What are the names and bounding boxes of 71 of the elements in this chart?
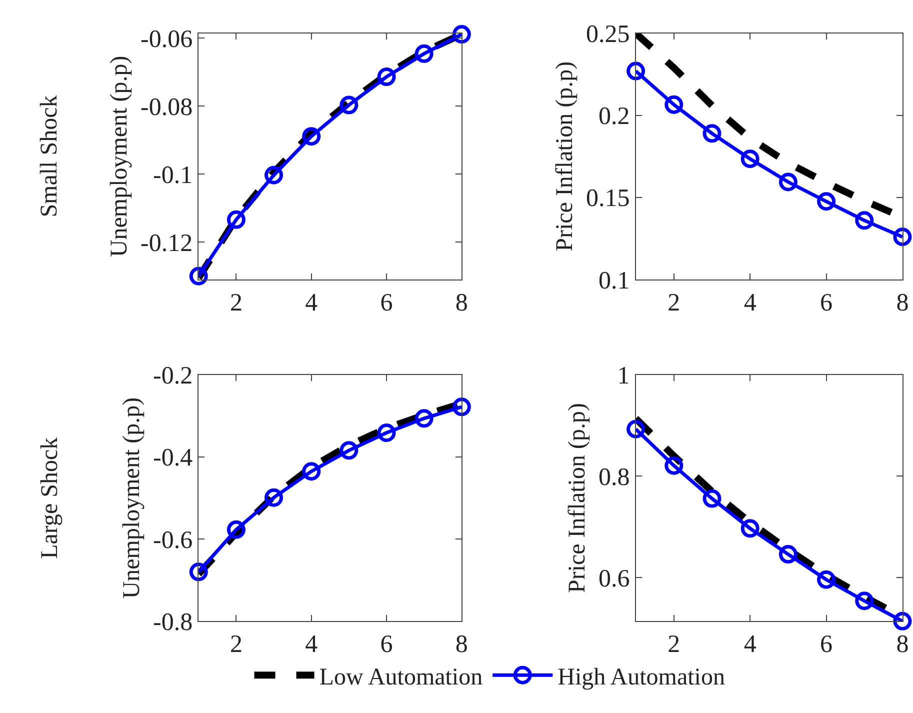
- point: [740, 150, 760, 168]
- y-axis-title: Price Inflation (p.p): [564, 403, 591, 593]
- point: [452, 398, 471, 416]
- point: [226, 210, 246, 229]
- y-tick-label: -0.08: [140, 94, 193, 121]
- y-tick-label: -0.8: [153, 608, 193, 636]
- point: [264, 166, 284, 184]
- point: [452, 25, 471, 44]
- text: Large Shock: [36, 437, 63, 559]
- point: [377, 424, 396, 442]
- y-tick-label: -0.6: [153, 526, 193, 554]
- x-tick-label: 8: [455, 631, 468, 658]
- point: [740, 519, 760, 538]
- y-tick-label: -0.06: [140, 26, 193, 53]
- point: [414, 44, 434, 63]
- legend-label: High Automation: [558, 664, 725, 690]
- x-tick-label: 4: [744, 631, 757, 658]
- y-tick-label: 0.2: [598, 103, 630, 130]
- y-tick-label: -0.1: [153, 162, 193, 189]
- y-tick-label: 1: [617, 362, 630, 390]
- text: Small Shock: [36, 95, 62, 218]
- x-tick-label: 4: [305, 631, 318, 658]
- point: [664, 95, 684, 114]
- y-tick-label: 0.15: [586, 185, 630, 212]
- x-tick-label: 8: [455, 290, 468, 317]
- y-tick-label: 0.1: [598, 267, 630, 294]
- x-tick-label: 4: [305, 290, 318, 317]
- point: [264, 488, 284, 507]
- y-tick-label: -0.2: [153, 362, 193, 390]
- x-tick-label: 2: [230, 290, 242, 317]
- point: [664, 456, 684, 475]
- legend-label: Low Automation: [319, 664, 483, 690]
- y-tick-label: -0.4: [153, 444, 194, 472]
- x-tick-label: 8: [896, 290, 909, 317]
- x-tick-label: 6: [380, 631, 393, 658]
- point: [778, 172, 798, 192]
- point: [702, 489, 722, 508]
- point: [302, 127, 321, 146]
- point: [702, 124, 722, 143]
- point: [626, 420, 646, 438]
- y-tick-label: 0.6: [598, 565, 630, 592]
- point: [377, 68, 396, 86]
- x-tick-label: 6: [820, 631, 833, 658]
- x-tick-label: 8: [896, 631, 909, 658]
- point: [893, 228, 912, 246]
- point: [340, 96, 358, 114]
- point: [226, 520, 246, 539]
- y-tick-label: -0.12: [140, 230, 193, 257]
- point: [817, 570, 836, 589]
- point: [189, 266, 208, 286]
- x-tick-label: 2: [668, 631, 680, 658]
- point: [626, 62, 646, 80]
- y-axis-title: Unemployment (p.p): [119, 397, 146, 599]
- x-tick-label: 6: [380, 290, 393, 317]
- y-tick-label: 0.8: [598, 464, 630, 491]
- x-tick-label: 6: [820, 290, 833, 317]
- point: [817, 192, 836, 211]
- point: [189, 562, 208, 582]
- point: [302, 462, 321, 481]
- point: [855, 211, 874, 230]
- y-axis-title: Unemployment (p.p): [106, 56, 133, 258]
- y-tick-label: 0.25: [586, 21, 630, 48]
- point: [855, 592, 874, 610]
- point: [778, 545, 798, 564]
- point: [893, 612, 912, 630]
- y-axis-title: Price Inflation (p.p): [552, 61, 578, 252]
- x-tick-label: 2: [668, 290, 680, 317]
- x-tick-label: 4: [744, 290, 757, 317]
- point: [414, 409, 434, 428]
- point: [340, 441, 358, 460]
- x-tick-label: 2: [230, 631, 242, 658]
